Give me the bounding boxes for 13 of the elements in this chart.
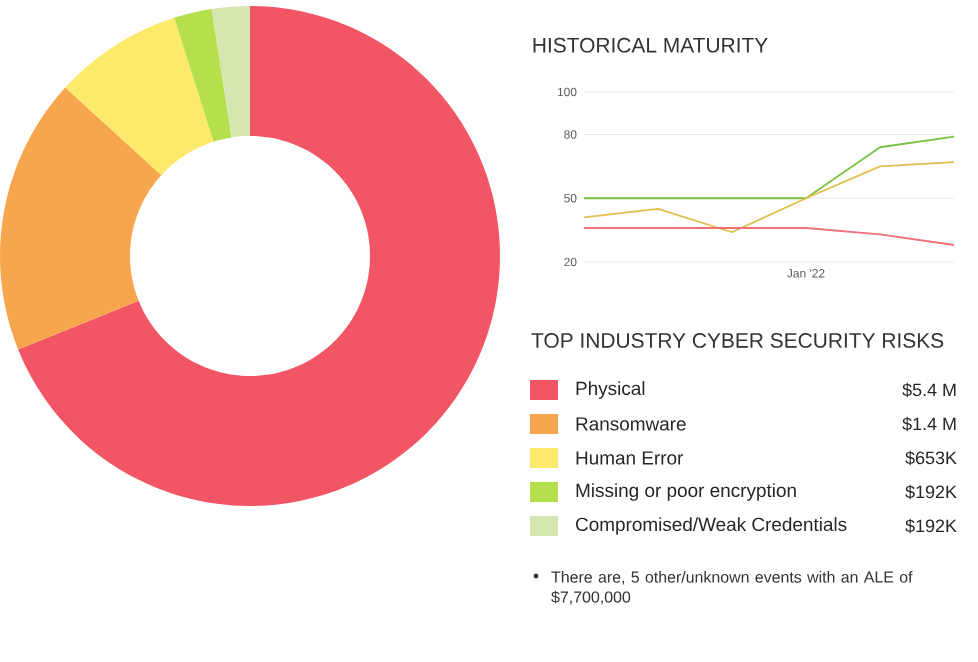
text: TOP INDUSTRY CYBER SECURITY RISKS — [531, 333, 944, 348]
data-label: $653K — [905, 450, 957, 466]
legend-label: Compromised/Weak Credentials — [576, 517, 847, 535]
legend-label: Missing or poor encryption — [576, 483, 796, 501]
legend-label: Physical — [576, 381, 645, 399]
chart-title: HISTORICAL MATURITY — [533, 37, 768, 53]
legend-label: Human Error — [576, 451, 684, 465]
data-label: $192K — [905, 484, 957, 500]
legend-label: Ransomware — [576, 417, 686, 431]
data-label: $1.4 M — [902, 416, 956, 432]
data-label: $192K — [905, 518, 957, 534]
data-label: $5.4 M — [902, 382, 956, 398]
line-series — [583, 161, 955, 234]
